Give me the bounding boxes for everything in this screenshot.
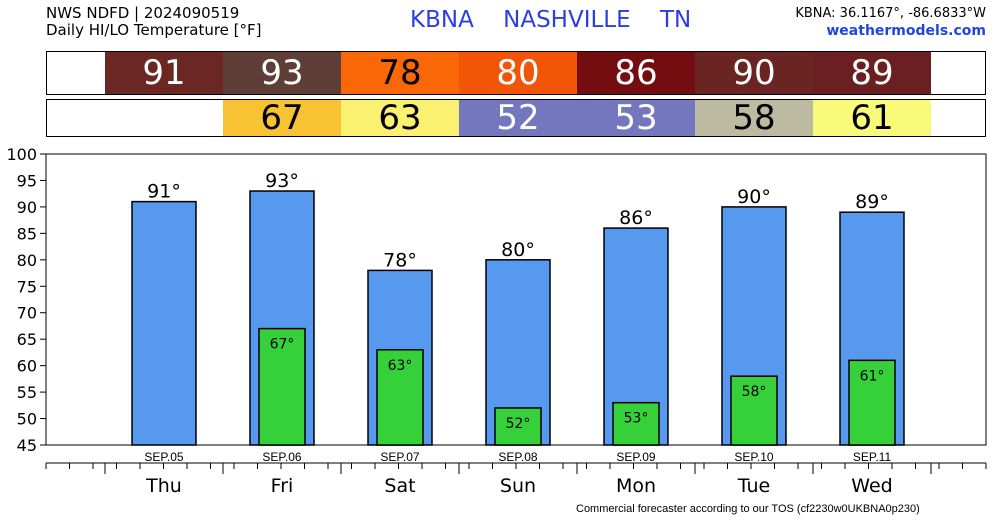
x-day-label: Sat xyxy=(384,475,415,497)
hi-cell-sat: 78 xyxy=(341,52,459,94)
y-tick-label: 55 xyxy=(17,383,37,402)
lo-cell-wed: 61 xyxy=(813,100,931,136)
lo-bar-label: 63° xyxy=(388,358,413,374)
hi-bar-label: 93° xyxy=(265,170,299,192)
lo-bar-label: 52° xyxy=(506,416,531,432)
footer-note: Commercial forecaster according to our T… xyxy=(576,503,920,515)
lo-bar-label: 67° xyxy=(270,337,295,353)
hi-cell-thu: 91 xyxy=(105,52,223,94)
high-temp-strip: 91 93 78 80 86 90 89 xyxy=(46,51,986,95)
station-city: NASHVILLE xyxy=(503,7,631,33)
x-day-label: Thu xyxy=(145,475,182,497)
station-title: KBNA NASHVILLE TN xyxy=(410,7,713,33)
y-tick-label: 90 xyxy=(17,198,37,217)
y-tick-label: 85 xyxy=(17,224,37,243)
lo-bar xyxy=(258,327,306,446)
lo-cell-sun: 52 xyxy=(459,100,577,136)
hi-cell-wed: 89 xyxy=(813,52,931,94)
x-day-label: Mon xyxy=(616,475,656,497)
variable-title: Daily HI/LO Temperature [°F] xyxy=(46,21,262,39)
x-date-label: SEP.11 xyxy=(853,450,892,464)
y-tick-label: 100 xyxy=(6,145,37,164)
hi-bar-label: 91° xyxy=(147,181,181,203)
hi-bar xyxy=(131,200,197,446)
lo-bar xyxy=(730,375,778,446)
y-tick-label: 60 xyxy=(17,357,37,376)
hi-bar-label: 78° xyxy=(383,249,417,271)
hi-bar-label: 89° xyxy=(855,191,889,213)
lo-bar xyxy=(848,359,896,446)
lo-bar-label: 58° xyxy=(742,384,767,400)
station-coordinates: KBNA: 36.1167°, -86.6833°W xyxy=(795,6,986,21)
hi-cell-mon: 86 xyxy=(577,52,695,94)
lo-cell-fri: 67 xyxy=(223,100,341,136)
lo-bar-label: 61° xyxy=(860,368,885,384)
y-tick-label: 75 xyxy=(17,277,37,296)
hi-bar-label: 90° xyxy=(737,186,771,208)
x-day-label: Fri xyxy=(271,475,294,497)
x-day-label: Tue xyxy=(737,475,770,497)
lo-cell-tue: 58 xyxy=(695,100,813,136)
lo-bar xyxy=(612,401,660,446)
lo-bar-label: 53° xyxy=(624,411,649,427)
hi-cell-fri: 93 xyxy=(223,52,341,94)
lo-bar xyxy=(494,407,542,446)
x-date-label: SEP.08 xyxy=(498,450,537,464)
hi-bar-label: 86° xyxy=(619,207,653,229)
lo-bar xyxy=(376,349,424,446)
low-temp-strip: 67 63 52 53 58 61 xyxy=(46,99,986,137)
y-tick-label: 65 xyxy=(17,330,37,349)
hi-cell-sun: 80 xyxy=(459,52,577,94)
hi-bar-label: 80° xyxy=(501,239,535,261)
x-date-label: SEP.07 xyxy=(380,450,419,464)
x-date-label: SEP.06 xyxy=(262,450,301,464)
x-date-label: SEP.05 xyxy=(144,450,183,464)
y-tick-label: 70 xyxy=(17,304,37,323)
site-link[interactable]: weathermodels.com xyxy=(826,23,986,39)
y-tick-label: 45 xyxy=(17,436,37,455)
x-date-label: SEP.10 xyxy=(734,450,773,464)
x-day-label: Sun xyxy=(500,475,536,497)
hi-cell-tue: 90 xyxy=(695,52,813,94)
station-id: KBNA xyxy=(410,7,474,33)
x-date-label: SEP.09 xyxy=(616,450,655,464)
lo-cell-mon: 53 xyxy=(577,100,695,136)
station-state: TN xyxy=(659,7,692,33)
product-title: NWS NDFD | 2024090519 xyxy=(46,4,240,22)
y-tick-label: 50 xyxy=(17,410,37,429)
y-tick-label: 80 xyxy=(17,251,37,270)
y-tick-label: 95 xyxy=(17,171,37,190)
lo-cell-sat: 63 xyxy=(341,100,459,136)
x-day-label: Wed xyxy=(851,475,892,497)
